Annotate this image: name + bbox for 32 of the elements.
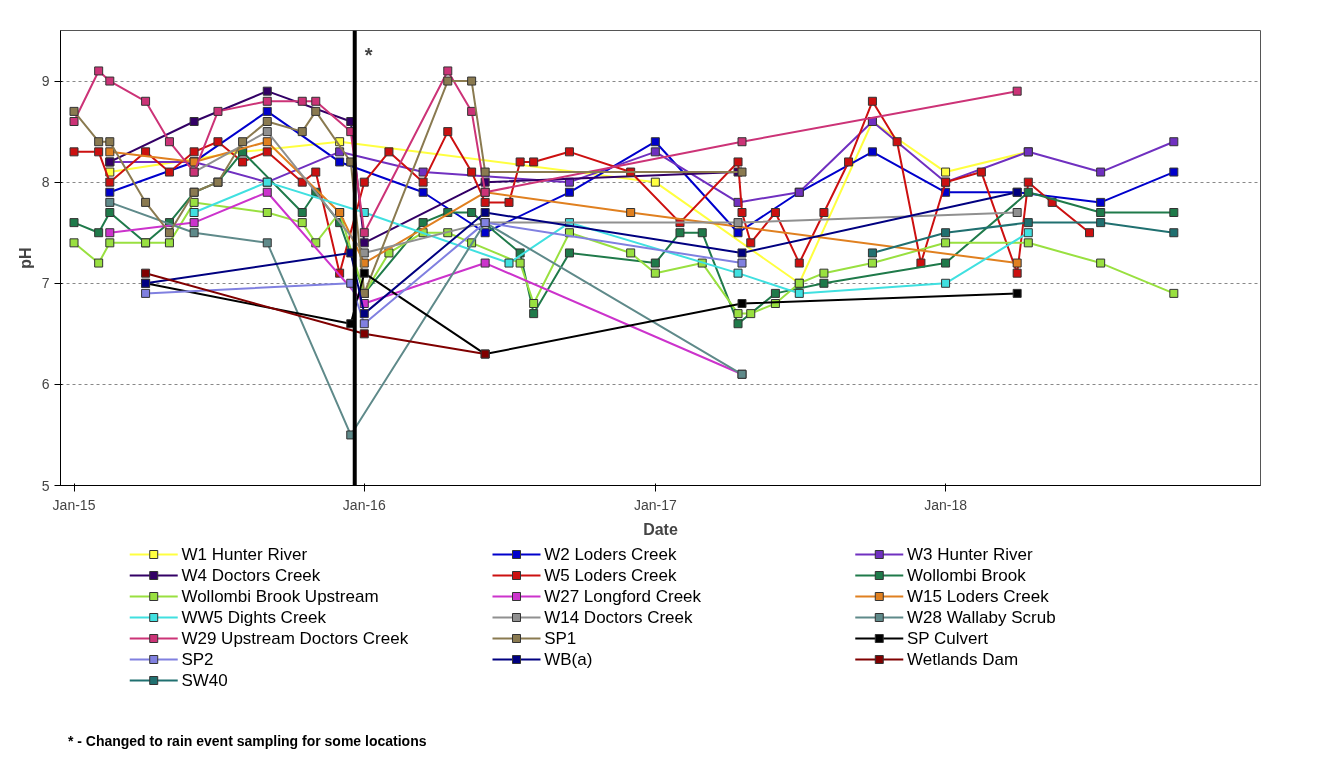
text: * - Changed to rain event sampling for some locations bbox=[67, 732, 427, 749]
x-tick-label: Jan-17 bbox=[633, 496, 677, 513]
y-axis-title: pH bbox=[16, 247, 34, 269]
legend-label: SP Culvert bbox=[906, 629, 989, 648]
legend-label: Wollombi Brook bbox=[906, 566, 1027, 585]
legend-label: W4 Doctors Creek bbox=[181, 566, 321, 585]
legend-label: SP2 bbox=[181, 650, 214, 669]
legend-label: W5 Loders Creek bbox=[544, 566, 677, 585]
legend-label: W28 Wallaby Scrub bbox=[906, 608, 1056, 627]
legend-label: W3 Hunter River bbox=[906, 545, 1033, 564]
legend-label: WB(a) bbox=[544, 650, 593, 669]
legend-label: Wetlands Dam bbox=[906, 650, 1019, 669]
legend-label: W27 Longford Creek bbox=[544, 587, 702, 606]
y-tick-label: 7 bbox=[41, 275, 50, 292]
legend-label: SP1 bbox=[544, 629, 577, 648]
x-tick-label: Jan-15 bbox=[52, 496, 96, 513]
y-tick-label: 9 bbox=[41, 73, 50, 90]
ref-line-label: * bbox=[364, 43, 373, 66]
legend-label: WW5 Dights Creek bbox=[181, 608, 327, 627]
x-axis-title: Date bbox=[643, 520, 678, 538]
x-tick-label: Jan-16 bbox=[342, 496, 386, 513]
legend-label: Wollombi Brook Upstream bbox=[181, 587, 379, 606]
legend-label: W14 Doctors Creek bbox=[544, 608, 694, 627]
legend-label: W29 Upstream Doctors Creek bbox=[181, 629, 409, 648]
legend-label: SW40 bbox=[181, 671, 228, 690]
x-tick-label: Jan-18 bbox=[924, 496, 968, 513]
y-tick-label: 8 bbox=[41, 174, 50, 191]
legend-label: W1 Hunter River bbox=[181, 545, 308, 564]
legend-label: W15 Loders Creek bbox=[906, 587, 1050, 606]
y-tick-label: 5 bbox=[41, 477, 50, 494]
y-tick-label: 6 bbox=[41, 376, 50, 393]
legend-label: W2 Loders Creek bbox=[544, 545, 677, 564]
